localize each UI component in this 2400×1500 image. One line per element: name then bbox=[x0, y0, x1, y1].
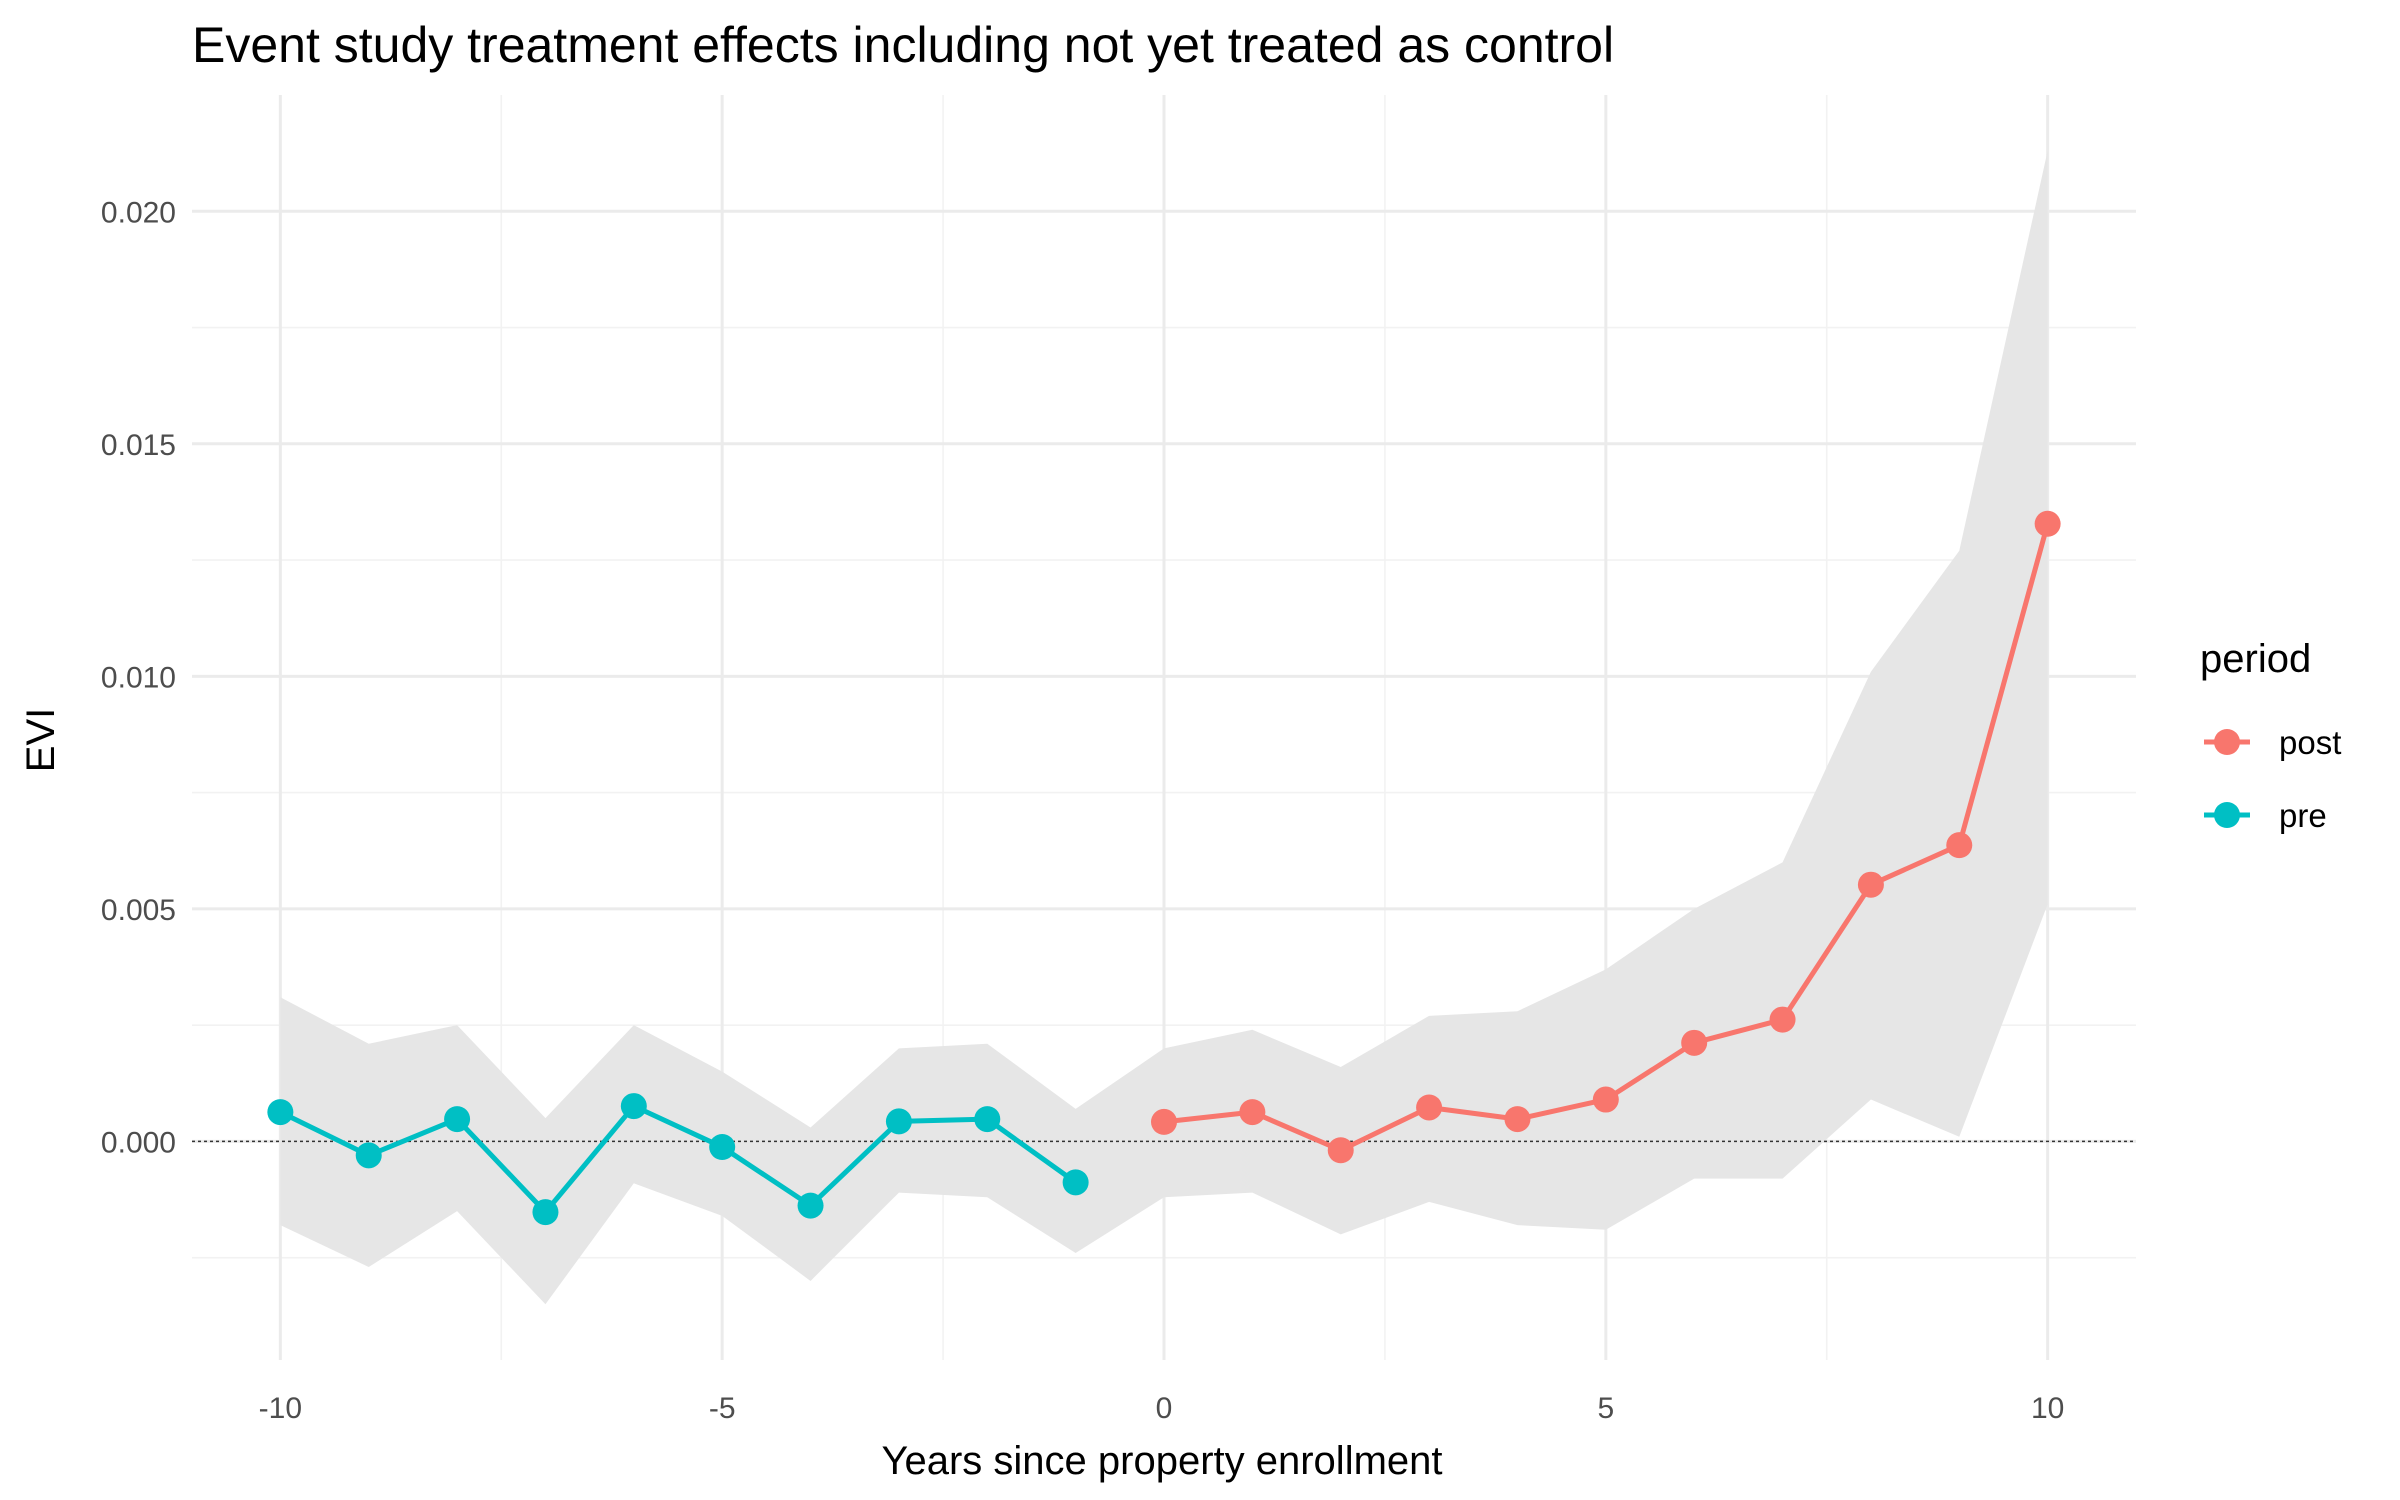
legend-label: pre bbox=[2279, 797, 2327, 834]
data-point-pre bbox=[1062, 1169, 1089, 1196]
confidence-ribbons bbox=[280, 150, 2048, 1305]
x-axis-ticks: -10 -5 0 5 10 bbox=[259, 1392, 2065, 1425]
y-axis-ticks: 0.000 0.005 0.010 0.015 0.020 bbox=[101, 196, 176, 1159]
x-tick-label: 5 bbox=[1597, 1392, 1614, 1425]
confidence-ribbon bbox=[280, 150, 2048, 1305]
data-point-pre bbox=[797, 1192, 824, 1219]
data-point-post bbox=[1239, 1099, 1266, 1126]
data-point-post bbox=[1327, 1137, 1354, 1164]
legend: period post pre bbox=[2200, 637, 2341, 834]
data-point-post bbox=[1946, 832, 1973, 859]
y-tick-label: 0.010 bbox=[101, 661, 176, 694]
x-axis-title: Years since property enrollment bbox=[881, 1439, 1442, 1483]
x-tick-label: -5 bbox=[709, 1392, 736, 1425]
data-point-post bbox=[1504, 1106, 1531, 1133]
legend-entries: post pre bbox=[2204, 724, 2341, 834]
data-point-pre bbox=[532, 1199, 559, 1226]
data-point-pre bbox=[620, 1093, 647, 1120]
data-point-pre bbox=[709, 1133, 736, 1160]
series-points bbox=[267, 510, 2061, 1226]
legend-key-point bbox=[2214, 802, 2240, 828]
data-point-post bbox=[1592, 1086, 1619, 1113]
y-tick-label: 0.005 bbox=[101, 894, 176, 927]
x-tick-label: -10 bbox=[259, 1392, 302, 1425]
data-point-pre bbox=[885, 1108, 912, 1135]
legend-title: period bbox=[2200, 637, 2311, 681]
y-tick-label: 0.015 bbox=[101, 429, 176, 462]
series-line-pre bbox=[279, 1103, 1078, 1215]
legend-entry-post: post bbox=[2204, 724, 2341, 761]
y-tick-label: 0.000 bbox=[101, 1126, 176, 1159]
data-point-pre bbox=[974, 1106, 1001, 1133]
data-point-pre bbox=[267, 1099, 294, 1126]
y-tick-label: 0.020 bbox=[101, 196, 176, 229]
data-point-post bbox=[1151, 1108, 1177, 1135]
data-point-post bbox=[1416, 1094, 1443, 1121]
x-tick-label: 0 bbox=[1156, 1392, 1173, 1425]
x-tick-label: 10 bbox=[2031, 1392, 2064, 1425]
data-point-post bbox=[2034, 510, 2061, 537]
legend-entry-pre: pre bbox=[2204, 797, 2327, 834]
chart-title: Event study treatment effects including … bbox=[192, 17, 1614, 73]
y-axis-title: EVI bbox=[19, 708, 63, 772]
data-point-pre bbox=[355, 1142, 382, 1169]
legend-key-point bbox=[2214, 729, 2240, 755]
data-point-post bbox=[1857, 871, 1884, 898]
data-point-post bbox=[1681, 1029, 1708, 1056]
data-point-pre bbox=[444, 1106, 471, 1133]
data-point-post bbox=[1769, 1006, 1796, 1033]
legend-label: post bbox=[2279, 724, 2341, 761]
